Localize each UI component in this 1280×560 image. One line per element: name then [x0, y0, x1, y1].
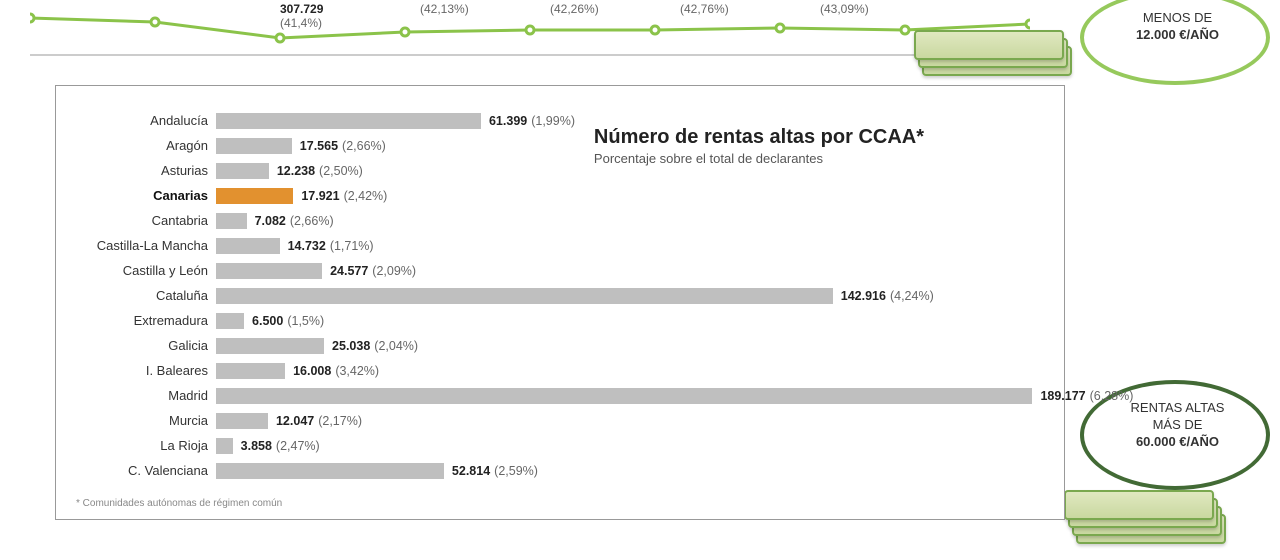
top-line-label: (42,13%) [420, 2, 469, 16]
bar-track: 189.177(6,28%) [216, 387, 1044, 405]
bar-track: 17.565(2,66%) [216, 137, 1044, 155]
bar-row: Castilla-La Mancha 14.732(1,71%) [76, 233, 1044, 258]
bar-row: Castilla y León 24.577(2,09%) [76, 258, 1044, 283]
top-line-chart [30, 0, 1030, 70]
bar [216, 263, 322, 279]
row-label: Extremadura [76, 313, 216, 328]
row-label: C. Valenciana [76, 463, 216, 478]
bar [216, 113, 481, 129]
bar-track: 7.082(2,66%) [216, 212, 1044, 230]
row-label: La Rioja [76, 438, 216, 453]
bar-row: Aragón 17.565(2,66%) [76, 133, 1044, 158]
bar-row: Cataluña 142.916(4,24%) [76, 283, 1044, 308]
bar [216, 413, 268, 429]
bar-track: 24.577(2,09%) [216, 262, 1044, 280]
bar-row: Canarias 17.921(2,42%) [76, 183, 1044, 208]
bar-row: Murcia 12.047(2,17%) [76, 408, 1044, 433]
row-value: 7.082(2,66%) [255, 212, 334, 230]
line-path [30, 0, 1030, 70]
top-line-label: (42,26%) [550, 2, 599, 16]
badge-value: 60.000 €/AÑO [1136, 434, 1219, 449]
bar-row: Madrid189.177(6,28%) [76, 383, 1044, 408]
badge-text: MÁS DE [1153, 417, 1203, 432]
bar-track: 6.500(1,5%) [216, 312, 1044, 330]
bar [216, 438, 233, 454]
chart-footnote: * Comunidades autónomas de régimen común [76, 498, 282, 509]
row-value: 14.732(1,71%) [288, 237, 374, 255]
bar-row: Cantabria 7.082(2,66%) [76, 208, 1044, 233]
hbar-chart-panel: Número de rentas altas por CCAA* Porcent… [55, 85, 1065, 520]
row-value: 189.177(6,28%) [1040, 387, 1133, 405]
badge-text: RENTAS ALTAS [1131, 400, 1225, 415]
bar [216, 138, 292, 154]
row-label: Andalucía [76, 113, 216, 128]
bar [216, 288, 833, 304]
bar-track: 12.238(2,50%) [216, 162, 1044, 180]
row-value: 142.916(4,24%) [841, 287, 934, 305]
bar-track: 16.008(3,42%) [216, 362, 1044, 380]
row-value: 61.399(1,99%) [489, 112, 575, 130]
row-label: Madrid [76, 388, 216, 403]
row-value: 17.565(2,66%) [300, 137, 386, 155]
badge-value: 12.000 €/AÑO [1136, 27, 1219, 42]
row-value: 25.038(2,04%) [332, 337, 418, 355]
bar [216, 213, 247, 229]
bar-track: 17.921(2,42%) [216, 187, 1044, 205]
row-value: 52.814(2,59%) [452, 462, 538, 480]
row-value: 17.921(2,42%) [301, 187, 387, 205]
bar-track: 52.814(2,59%) [216, 462, 1044, 480]
bar-track: 14.732(1,71%) [216, 237, 1044, 255]
row-value: 24.577(2,09%) [330, 262, 416, 280]
bar-track: 25.038(2,04%) [216, 337, 1044, 355]
bar-row: Extremadura 6.500(1,5%) [76, 308, 1044, 333]
row-value: 12.238(2,50%) [277, 162, 363, 180]
bar-track: 142.916(4,24%) [216, 287, 1044, 305]
top-line-label: (42,76%) [680, 2, 729, 16]
row-value: 3.858(2,47%) [241, 437, 320, 455]
row-label: Aragón [76, 138, 216, 153]
badge-high-incomes: RENTAS ALTAS MÁS DE 60.000 €/AÑO [1095, 400, 1260, 451]
row-label: Castilla-La Mancha [76, 238, 216, 253]
bar [216, 238, 280, 254]
row-label: Castilla y León [76, 263, 216, 278]
row-label: Galicia [76, 338, 216, 353]
bar-row: Asturias 12.238(2,50%) [76, 158, 1044, 183]
bar-row: C. Valenciana 52.814(2,59%) [76, 458, 1044, 483]
row-label: Asturias [76, 163, 216, 178]
money-icon [1060, 480, 1240, 560]
bar-row: Galicia 25.038(2,04%) [76, 333, 1044, 358]
top-line-label: 307.729(41,4%) [280, 2, 323, 30]
bar-row: Andalucía 61.399(1,99%) [76, 108, 1044, 133]
row-value: 6.500(1,5%) [252, 312, 324, 330]
row-label: Cataluña [76, 288, 216, 303]
row-label: I. Baleares [76, 363, 216, 378]
row-label: Canarias [76, 188, 216, 203]
bar [216, 463, 444, 479]
row-label: Cantabria [76, 213, 216, 228]
bar [216, 188, 293, 204]
bar-track: 12.047(2,17%) [216, 412, 1044, 430]
row-label: Murcia [76, 413, 216, 428]
bar-rows: Andalucía 61.399(1,99%) Aragón 17.565(2,66%… [76, 108, 1044, 483]
badge-low-incomes: MENOS DE 12.000 €/AÑO [1095, 10, 1260, 44]
top-line-label: (43,09%) [820, 2, 869, 16]
badge-text: MENOS DE [1143, 10, 1212, 25]
bar [216, 338, 324, 354]
bar-row: La Rioja 3.858(2,47%) [76, 433, 1044, 458]
bar-track: 3.858(2,47%) [216, 437, 1044, 455]
bar [216, 163, 269, 179]
bar-row: I. Baleares 16.008(3,42%) [76, 358, 1044, 383]
row-value: 12.047(2,17%) [276, 412, 362, 430]
bar [216, 388, 1032, 404]
bar [216, 313, 244, 329]
bar-track: 61.399(1,99%) [216, 112, 1044, 130]
bar [216, 363, 285, 379]
row-value: 16.008(3,42%) [293, 362, 379, 380]
